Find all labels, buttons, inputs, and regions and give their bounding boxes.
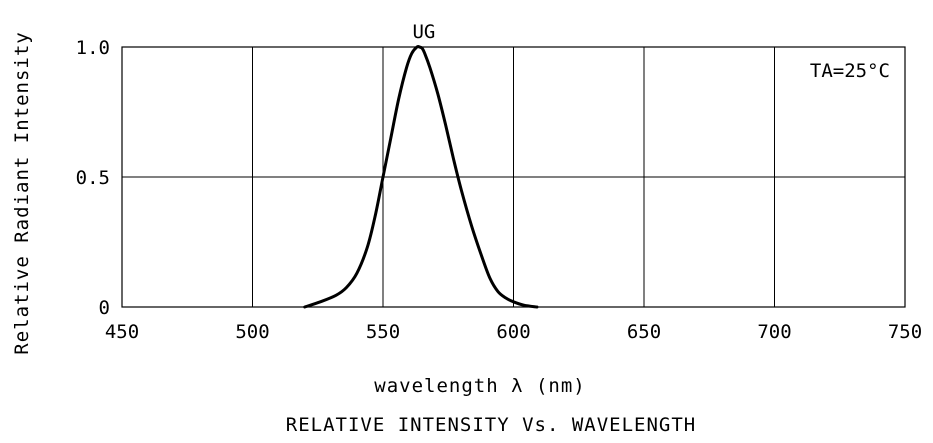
plot-frame bbox=[121, 46, 906, 308]
x-tick-label-550: 550 bbox=[366, 321, 400, 343]
x-tick-label-700: 700 bbox=[757, 321, 791, 343]
temperature-annotation: TA=25°C bbox=[810, 60, 890, 82]
x-tick-label-600: 600 bbox=[496, 321, 530, 343]
x-tick-label-750: 750 bbox=[888, 321, 922, 343]
x-axis-title: wavelength λ (nm) bbox=[374, 375, 585, 397]
series-layer: UG bbox=[303, 21, 539, 309]
y-axis-title: Relative Radiant Intensity bbox=[11, 31, 33, 354]
y-tick-label-0.5: 0.5 bbox=[76, 167, 110, 189]
x-tick-label-650: 650 bbox=[627, 321, 661, 343]
grid-layer bbox=[122, 47, 905, 307]
tick-label-layer: 450 500 550 600 650 700 750 0 0.5 1.0 bbox=[76, 37, 922, 343]
x-tick-label-450: 450 bbox=[105, 321, 139, 343]
y-tick-label-1: 1.0 bbox=[76, 37, 110, 59]
x-tick-label-500: 500 bbox=[235, 321, 269, 343]
chart-title: RELATIVE INTENSITY Vs. WAVELENGTH bbox=[286, 414, 697, 436]
y-tick-label-0: 0 bbox=[99, 297, 110, 319]
series-line-ug bbox=[303, 44, 539, 309]
series-label-ug: UG bbox=[412, 21, 435, 43]
